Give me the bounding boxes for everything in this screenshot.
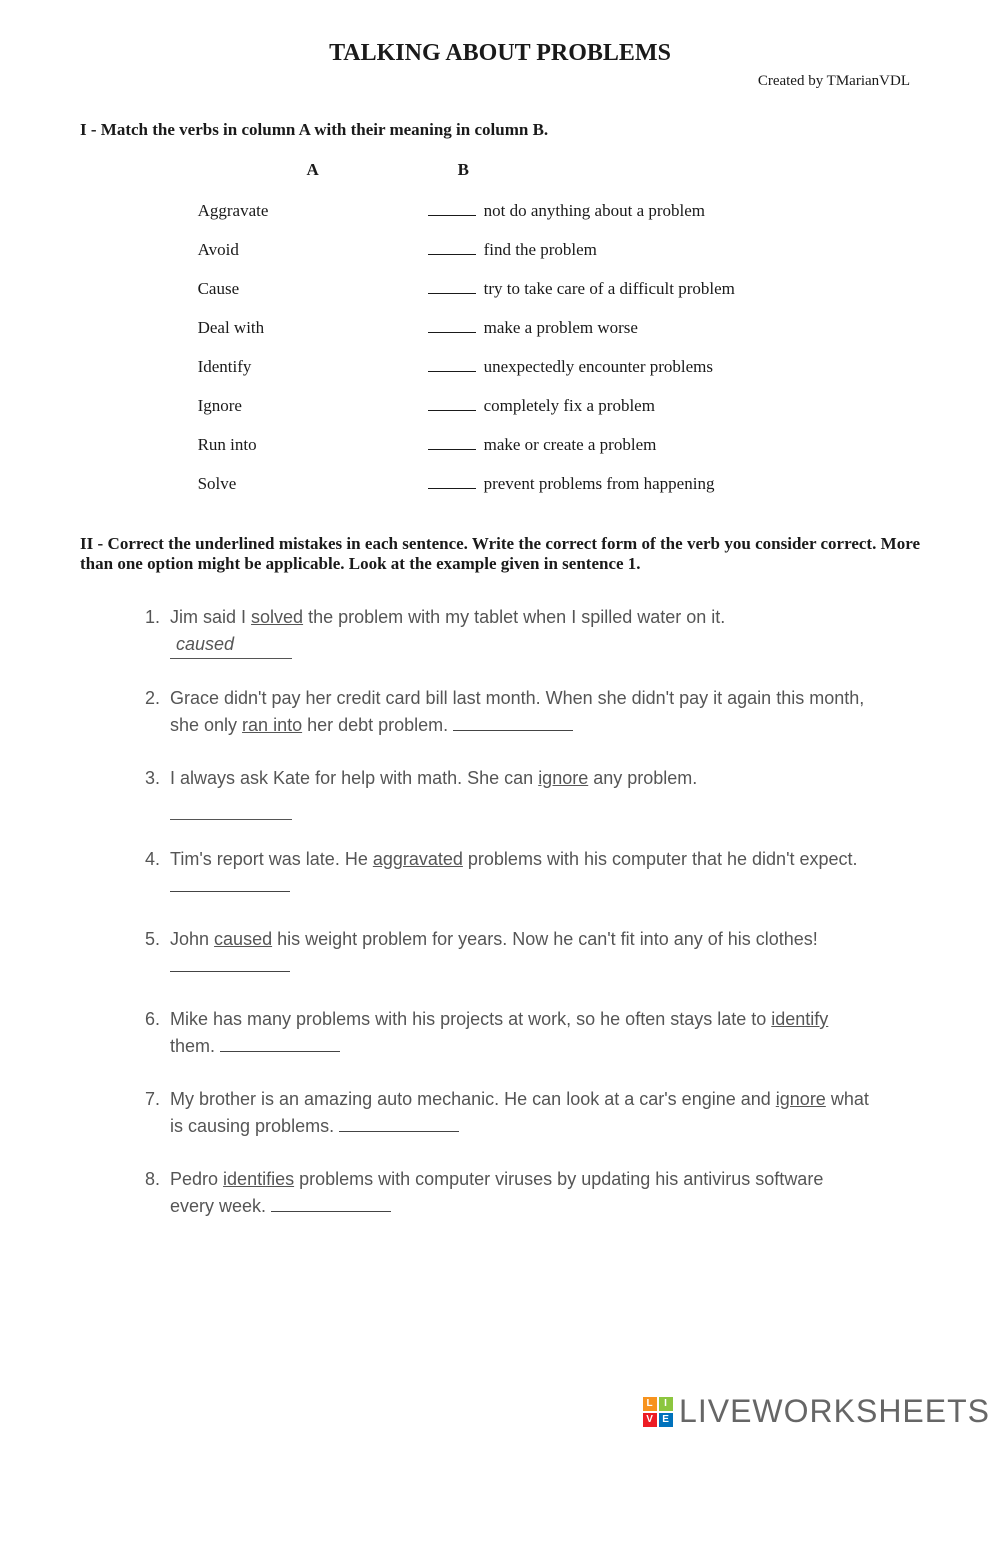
- sentence-item: 2.Grace didn't pay her credit card bill …: [130, 685, 870, 739]
- col-a-term: Aggravate: [198, 201, 428, 221]
- logo-l: L: [643, 1397, 657, 1411]
- col-b-meaning: completely fix a problem: [428, 393, 803, 416]
- sentence-item: 1.Jim said I solved the problem with my …: [130, 604, 870, 659]
- match-row: Run into make or create a problem: [198, 432, 803, 455]
- answer-blank[interactable]: [170, 792, 292, 820]
- sentence-text: I always ask Kate for help with math. Sh…: [170, 765, 870, 820]
- match-row: Identify unexpectedly encounter problems: [198, 354, 803, 377]
- answer-blank[interactable]: [271, 1193, 391, 1212]
- underlined-word: caused: [214, 929, 272, 949]
- match-table: A B Aggravate not do anything about a pro…: [198, 160, 803, 494]
- answer-blank[interactable]: [453, 712, 573, 731]
- underlined-word: ignore: [538, 768, 588, 788]
- sentence-text: Pedro identifies problems with computer …: [170, 1166, 870, 1220]
- sentence-item: 4.Tim's report was late. He aggravated p…: [130, 846, 870, 900]
- sentence-number: 6.: [130, 1006, 170, 1060]
- sentence-text: Grace didn't pay her credit card bill la…: [170, 685, 870, 739]
- sentence-number: 4.: [130, 846, 170, 900]
- underlined-word: aggravated: [373, 849, 463, 869]
- match-header: A B: [198, 160, 803, 180]
- answer-blank[interactable]: [170, 953, 290, 972]
- match-row: Avoid find the problem: [198, 237, 803, 260]
- underlined-word: ran into: [242, 715, 302, 735]
- match-row: Ignore completely fix a problem: [198, 393, 803, 416]
- col-b-meaning: try to take care of a difficult problem: [428, 276, 803, 299]
- meaning-text: make a problem worse: [484, 318, 638, 338]
- logo-e: E: [659, 1413, 673, 1427]
- sentence-text: Tim's report was late. He aggravated pro…: [170, 846, 870, 900]
- watermark-logo-icon: L I V E: [643, 1397, 673, 1427]
- col-a-term: Avoid: [198, 240, 428, 260]
- sentence-number: 8.: [130, 1166, 170, 1220]
- worksheet-page: TALKING ABOUT PROBLEMS Created by TMaria…: [0, 0, 1000, 1440]
- match-row: Deal with make a problem worse: [198, 315, 803, 338]
- underlined-word: ignore: [776, 1089, 826, 1109]
- section2-heading: II - Correct the underlined mistakes in …: [80, 534, 920, 574]
- col-b-meaning: not do anything about a problem: [428, 198, 803, 221]
- sentence-number: 7.: [130, 1086, 170, 1140]
- meaning-text: try to take care of a difficult problem: [484, 279, 735, 299]
- col-b-meaning: make or create a problem: [428, 432, 803, 455]
- meaning-text: not do anything about a problem: [484, 201, 705, 221]
- meaning-text: find the problem: [484, 240, 597, 260]
- col-a-label: A: [198, 160, 428, 180]
- sentences-list: 1.Jim said I solved the problem with my …: [130, 604, 870, 1220]
- match-blank[interactable]: [428, 315, 476, 333]
- col-b-meaning: unexpectedly encounter problems: [428, 354, 803, 377]
- watermark-text: LIVEWORKSHEETS: [679, 1393, 990, 1430]
- col-b-meaning: prevent problems from happening: [428, 471, 803, 494]
- underlined-word: identify: [771, 1009, 828, 1029]
- col-b-label: B: [428, 160, 803, 180]
- match-blank[interactable]: [428, 393, 476, 411]
- page-title: TALKING ABOUT PROBLEMS: [80, 40, 920, 67]
- match-blank[interactable]: [428, 237, 476, 255]
- meaning-text: completely fix a problem: [484, 396, 655, 416]
- answer-blank[interactable]: [220, 1033, 340, 1052]
- sentence-item: 8.Pedro identifies problems with compute…: [130, 1166, 870, 1220]
- match-blank[interactable]: [428, 354, 476, 372]
- col-a-term: Run into: [198, 435, 428, 455]
- match-row: Solve prevent problems from happening: [198, 471, 803, 494]
- sentence-text: Jim said I solved the problem with my ta…: [170, 604, 870, 659]
- watermark: L I V E LIVEWORKSHEETS: [643, 1393, 990, 1430]
- answer-blank[interactable]: caused: [170, 631, 292, 659]
- sentence-text: Mike has many problems with his projects…: [170, 1006, 870, 1060]
- sentence-text: John caused his weight problem for years…: [170, 926, 870, 980]
- col-a-term: Deal with: [198, 318, 428, 338]
- sentence-item: 3.I always ask Kate for help with math. …: [130, 765, 870, 820]
- match-blank[interactable]: [428, 198, 476, 216]
- sentence-number: 3.: [130, 765, 170, 820]
- sentence-number: 5.: [130, 926, 170, 980]
- col-b-meaning: make a problem worse: [428, 315, 803, 338]
- section1-heading: I - Match the verbs in column A with the…: [80, 120, 920, 140]
- sentence-item: 6.Mike has many problems with his projec…: [130, 1006, 870, 1060]
- sentence-number: 2.: [130, 685, 170, 739]
- byline: Created by TMarianVDL: [80, 73, 920, 90]
- match-blank[interactable]: [428, 471, 476, 489]
- col-a-term: Ignore: [198, 396, 428, 416]
- match-row: Aggravate not do anything about a problem: [198, 198, 803, 221]
- col-a-term: Identify: [198, 357, 428, 377]
- match-row: Cause try to take care of a difficult pro…: [198, 276, 803, 299]
- sentence-number: 1.: [130, 604, 170, 659]
- sentence-item: 7.My brother is an amazing auto mechanic…: [130, 1086, 870, 1140]
- meaning-text: prevent problems from happening: [484, 474, 715, 494]
- match-blank[interactable]: [428, 276, 476, 294]
- col-a-term: Solve: [198, 474, 428, 494]
- match-blank[interactable]: [428, 432, 476, 450]
- sentence-item: 5.John caused his weight problem for yea…: [130, 926, 870, 980]
- answer-blank[interactable]: [339, 1113, 459, 1132]
- answer-blank[interactable]: [170, 873, 290, 892]
- underlined-word: solved: [251, 607, 303, 627]
- col-b-meaning: find the problem: [428, 237, 803, 260]
- meaning-text: make or create a problem: [484, 435, 657, 455]
- sentence-text: My brother is an amazing auto mechanic. …: [170, 1086, 870, 1140]
- meaning-text: unexpectedly encounter problems: [484, 357, 713, 377]
- col-a-term: Cause: [198, 279, 428, 299]
- logo-i: I: [659, 1397, 673, 1411]
- underlined-word: identifies: [223, 1169, 294, 1189]
- logo-v: V: [643, 1413, 657, 1427]
